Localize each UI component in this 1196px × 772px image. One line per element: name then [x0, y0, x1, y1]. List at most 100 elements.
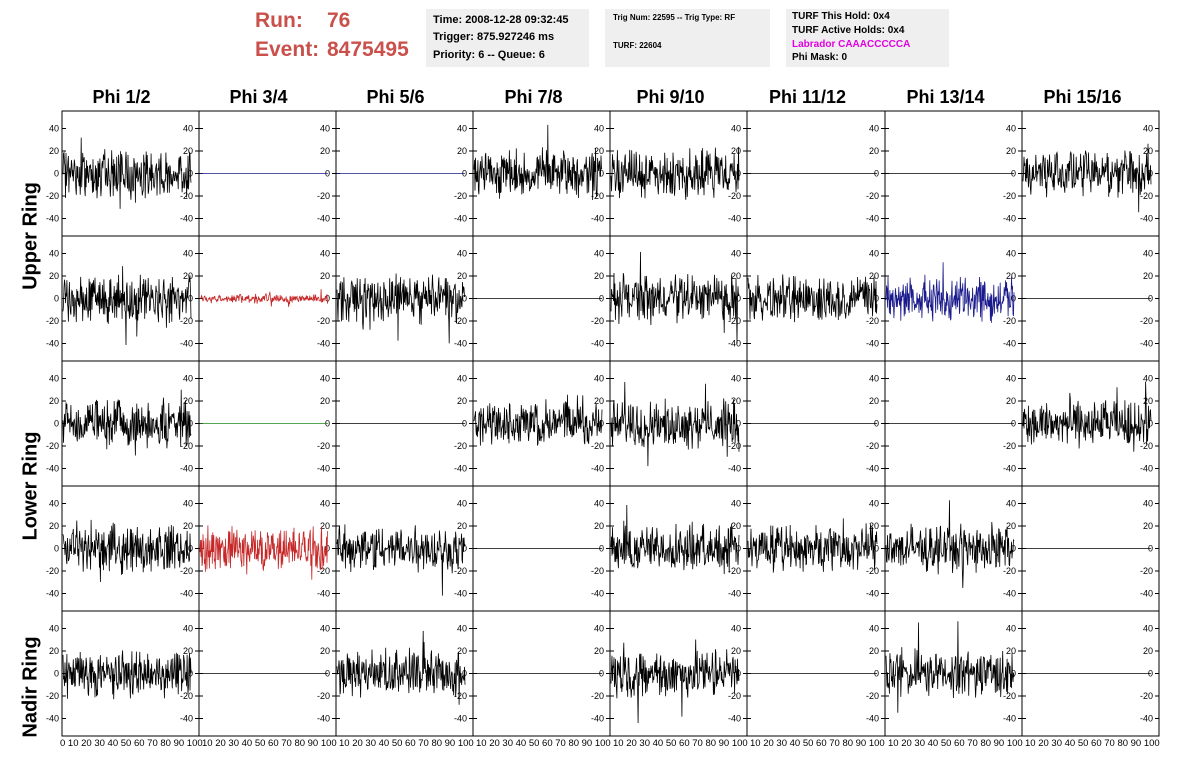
- y-tick-label: -20: [728, 191, 741, 201]
- y-tick-label: -20: [317, 316, 330, 326]
- y-tick-label: -40: [866, 714, 879, 724]
- waveform-trace: [62, 389, 192, 456]
- y-tick-label-left: 0: [54, 419, 59, 429]
- event-label: Event:: [255, 38, 320, 61]
- y-tick-label: -40: [591, 714, 604, 724]
- y-tick-label: 40: [457, 124, 467, 134]
- y-tick-label: -40: [591, 464, 604, 474]
- y-tick-label-left: 0: [54, 169, 59, 179]
- y-tick-label: 0: [599, 169, 604, 179]
- y-tick-label: -40: [591, 214, 604, 224]
- y-tick-label: -20: [1003, 691, 1016, 701]
- y-tick-label: 20: [594, 646, 604, 656]
- y-tick-label: 40: [457, 499, 467, 509]
- y-tick-label: -40: [317, 339, 330, 349]
- y-tick-label: -40: [866, 339, 879, 349]
- y-tick-label: -40: [317, 464, 330, 474]
- y-tick-label: 40: [869, 624, 879, 634]
- y-tick-label: 40: [183, 374, 193, 384]
- y-tick-label: -40: [866, 464, 879, 474]
- y-tick-label-left: -20: [46, 566, 59, 576]
- y-tick-label: -20: [728, 316, 741, 326]
- y-tick-label: -20: [591, 191, 604, 201]
- waveform-trace: [885, 262, 1015, 323]
- y-tick-label: 40: [320, 249, 330, 259]
- y-tick-label: 40: [594, 124, 604, 134]
- x-tick-label: 10 20 30 40 50 60 70 80 90 100: [476, 738, 611, 749]
- panel-frame: [335, 485, 474, 612]
- y-tick-label: 20: [457, 521, 467, 531]
- y-tick-label: -40: [180, 714, 193, 724]
- y-tick-label: -40: [1140, 214, 1153, 224]
- y-tick-label: 40: [320, 499, 330, 509]
- y-tick-label-left: 0: [54, 294, 59, 304]
- run-label: Run:: [255, 9, 303, 32]
- turf-this-hold-text: TURF This Hold: 0x4: [792, 11, 890, 22]
- y-tick-label: -40: [1140, 464, 1153, 474]
- y-tick-label: -20: [180, 316, 193, 326]
- y-tick-label-left: 0: [54, 669, 59, 679]
- y-tick-label: -20: [866, 316, 879, 326]
- y-tick-label: -20: [1003, 441, 1016, 451]
- y-tick-label: 20: [731, 146, 741, 156]
- waveform-trace: [62, 266, 192, 346]
- panel-frame: [609, 610, 748, 737]
- y-tick-label-left: -40: [46, 589, 59, 599]
- y-tick-label: 20: [1006, 646, 1016, 656]
- y-tick-label: -20: [1140, 441, 1153, 451]
- y-tick-label: -40: [454, 714, 467, 724]
- y-tick-label: -40: [180, 589, 193, 599]
- waveform-trace: [610, 381, 740, 467]
- y-tick-label: 20: [594, 521, 604, 531]
- waveform-trace: [62, 650, 192, 700]
- y-tick-label: -40: [728, 339, 741, 349]
- y-tick-label: -40: [180, 214, 193, 224]
- y-tick-label: -20: [180, 691, 193, 701]
- y-tick-label-left: 0: [54, 544, 59, 554]
- y-tick-label: 20: [183, 146, 193, 156]
- y-tick-label: -40: [1003, 714, 1016, 724]
- waveform-trace: [885, 621, 1015, 713]
- y-tick-label: 40: [1006, 499, 1016, 509]
- x-tick-label: 10 20 30 40 50 60 70 80 90 100: [613, 738, 748, 749]
- waveform-trace: [885, 500, 1015, 589]
- y-tick-label-left: 20: [49, 146, 59, 156]
- y-tick-label: -20: [454, 691, 467, 701]
- x-tick-label: 10 20 30 40 50 60 70 80 90 100: [750, 738, 885, 749]
- y-tick-label: 40: [594, 374, 604, 384]
- y-tick-label: -40: [866, 214, 879, 224]
- y-tick-label: 0: [736, 419, 741, 429]
- waveform-trace: [199, 525, 329, 580]
- event-number: 8475495: [327, 38, 409, 61]
- y-tick-label: 20: [1006, 521, 1016, 531]
- y-tick-label: 40: [869, 124, 879, 134]
- y-tick-label: 20: [1143, 646, 1153, 656]
- waveform-trace: [336, 630, 466, 705]
- trigger-text: Trigger: 875.927246 ms: [433, 31, 555, 43]
- y-tick-label: 20: [869, 146, 879, 156]
- y-tick-label: -40: [728, 714, 741, 724]
- y-tick-label: -40: [454, 339, 467, 349]
- y-tick-label: 40: [731, 499, 741, 509]
- y-tick-label: -40: [1003, 339, 1016, 349]
- y-tick-label: 40: [320, 624, 330, 634]
- y-tick-label: 40: [1143, 624, 1153, 634]
- y-tick-label: 40: [594, 499, 604, 509]
- time-text: Time: 2008-12-28 09:32:45: [433, 14, 569, 26]
- x-tick-label: 10 20 30 40 50 60 70 80 90 100: [1025, 738, 1160, 749]
- y-tick-label: 20: [320, 396, 330, 406]
- waveform-trace: [1022, 143, 1152, 213]
- y-tick-label: -20: [1140, 566, 1153, 576]
- y-tick-label-left: -20: [46, 691, 59, 701]
- y-tick-label: -40: [454, 214, 467, 224]
- y-tick-label: -20: [1003, 191, 1016, 201]
- y-tick-label-left: 20: [49, 396, 59, 406]
- run-number: 76: [327, 9, 351, 32]
- y-tick-label: -20: [1140, 691, 1153, 701]
- column-header-phi-3-4: Phi 3/4: [229, 87, 288, 107]
- y-tick-label: 40: [731, 374, 741, 384]
- waveform-trace: [610, 639, 740, 724]
- y-tick-label: 20: [320, 271, 330, 281]
- y-tick-label: -40: [454, 464, 467, 474]
- y-tick-label: -20: [454, 566, 467, 576]
